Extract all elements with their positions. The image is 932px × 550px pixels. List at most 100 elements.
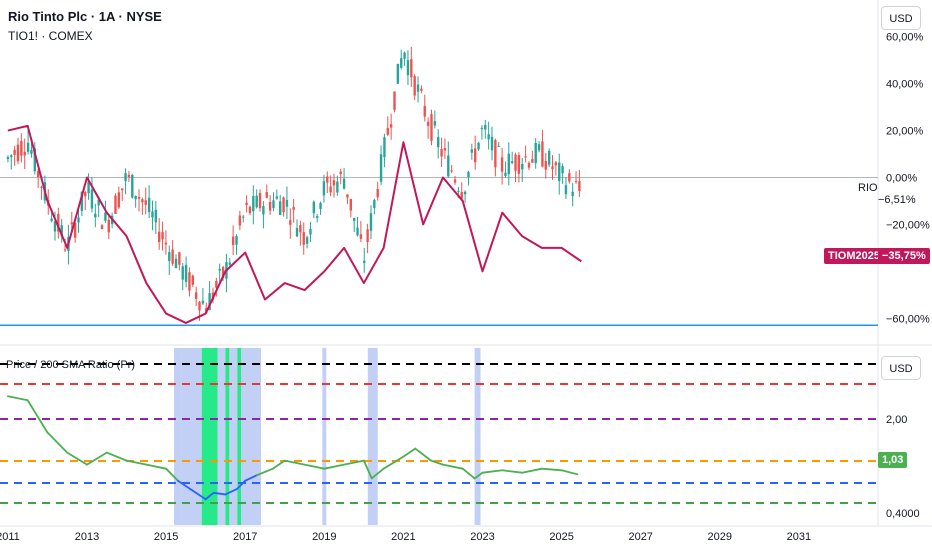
ratio-series-segment: [244, 474, 258, 482]
ratio-series-segment: [271, 459, 286, 470]
highlight-band: [181, 348, 202, 525]
time-axis-tick: 2023: [470, 531, 494, 543]
rio-candle-body: [258, 192, 262, 209]
ratio-series-segment: [204, 491, 215, 501]
price-axis-tick: −60,00%: [886, 313, 930, 325]
rio-candle-body: [400, 58, 403, 68]
ratio-axis-tick: 2,00: [886, 414, 907, 426]
rio-candle-body: [379, 154, 383, 182]
rio-candle-body: [215, 280, 218, 288]
highlight-band: [225, 348, 230, 525]
rio-candle-body: [524, 156, 527, 158]
rio-candle-body: [248, 206, 252, 214]
rio-candle-body: [144, 200, 147, 205]
rio-candle-body: [121, 188, 124, 191]
rio-candle-body: [393, 91, 396, 110]
ratio-series-segment: [362, 459, 373, 480]
rio-candle-body: [329, 186, 332, 193]
rio-candle-body: [285, 200, 289, 207]
rio-candle-body: [551, 166, 554, 170]
tio-series-line: [7, 124, 582, 324]
rio-candle-body: [541, 141, 544, 167]
ratio-series-segment: [26, 399, 49, 434]
rio-candle-body: [537, 144, 541, 151]
rio-candle-body: [26, 142, 30, 152]
rio-candle-body: [134, 195, 137, 200]
rio-candle-body: [561, 166, 564, 174]
rio-candle-body: [252, 195, 255, 212]
ratio-series-segment: [177, 479, 191, 490]
rio-candle-body: [282, 197, 285, 213]
rio-candle-body: [275, 196, 279, 199]
rio-candle-body: [97, 199, 100, 206]
currency-button-indicator[interactable]: USD: [881, 356, 921, 380]
rio-candle-body: [218, 268, 221, 271]
ratio-series-segment: [145, 463, 168, 470]
ratio-series-segment: [370, 467, 385, 480]
rio-candle-body: [410, 59, 413, 78]
ratio-series-segment: [501, 469, 523, 474]
ratio-series-segment: [125, 459, 148, 466]
rio-candle-body: [470, 149, 474, 153]
ratio-series-segment: [461, 467, 476, 480]
rio-candle-body: [480, 127, 484, 129]
rio-candle-body: [500, 157, 504, 172]
rio-candle-body: [373, 199, 376, 209]
rio-candle-body: [221, 267, 225, 279]
rio-candle-body: [514, 154, 517, 171]
rio-candle-body: [141, 199, 144, 203]
highlight-band: [474, 348, 481, 525]
highlight-band: [241, 348, 262, 525]
rio-candle-body: [154, 209, 158, 223]
ratio-series-segment: [212, 491, 227, 496]
rio-candle-body: [416, 84, 420, 92]
rio-candle-body: [558, 162, 561, 181]
rio-candle-body: [127, 174, 131, 177]
ratio-series-segment: [66, 451, 88, 466]
rio-candle-body: [60, 225, 63, 237]
indicator-label: Price / 200 SMA Ratio (Pr): [6, 359, 135, 371]
rio-candle-body: [352, 217, 356, 221]
rio-candle-body: [174, 258, 178, 269]
ratio-series-segment: [188, 487, 207, 501]
rio-candle-body: [510, 161, 514, 164]
rio-candle-body: [178, 252, 181, 265]
rio-candle-body: [521, 163, 524, 170]
rio-candle-body: [302, 232, 305, 245]
time-axis-tick: 2011: [0, 531, 20, 543]
rio-candle-body: [346, 194, 349, 198]
time-axis-tick: 2025: [549, 531, 573, 543]
rio-candle-body: [564, 185, 568, 195]
rio-candle-body: [10, 155, 13, 158]
rio-candle-body: [164, 242, 168, 245]
rio-candle-body: [386, 128, 389, 135]
rio-candle-body: [262, 206, 265, 215]
rio-candle-body: [467, 171, 470, 178]
rio-candle-body: [157, 231, 161, 242]
rio-candle-body: [80, 191, 84, 212]
rio-candle-body: [30, 150, 33, 154]
rio-candle-body: [242, 216, 245, 218]
rio-candle-body: [336, 181, 339, 193]
currency-button-main[interactable]: USD: [881, 6, 921, 30]
rio-candle-body: [389, 124, 393, 128]
rio-candle-body: [460, 191, 463, 199]
rio-candle-body: [473, 148, 477, 163]
rio-candle-body: [23, 151, 26, 156]
rio-candle-body: [484, 125, 487, 130]
rio-candle-body: [447, 155, 450, 177]
time-axis-tick: 2017: [233, 531, 257, 543]
rio-candle-body: [487, 134, 490, 140]
rio-candle-body: [131, 174, 134, 198]
time-axis-tick: 2015: [154, 531, 178, 543]
ratio-series-segment: [430, 459, 444, 466]
rio-candle-body: [70, 222, 73, 225]
time-axis-tick: 2031: [787, 531, 811, 543]
rio-value-label: −6,51%: [878, 194, 916, 206]
rio-candle-body: [554, 162, 558, 166]
rio-candle-body: [366, 229, 369, 242]
rio-candle-body: [279, 201, 282, 216]
ratio-series-segment: [7, 395, 29, 402]
ratio-series-segment: [560, 469, 579, 476]
